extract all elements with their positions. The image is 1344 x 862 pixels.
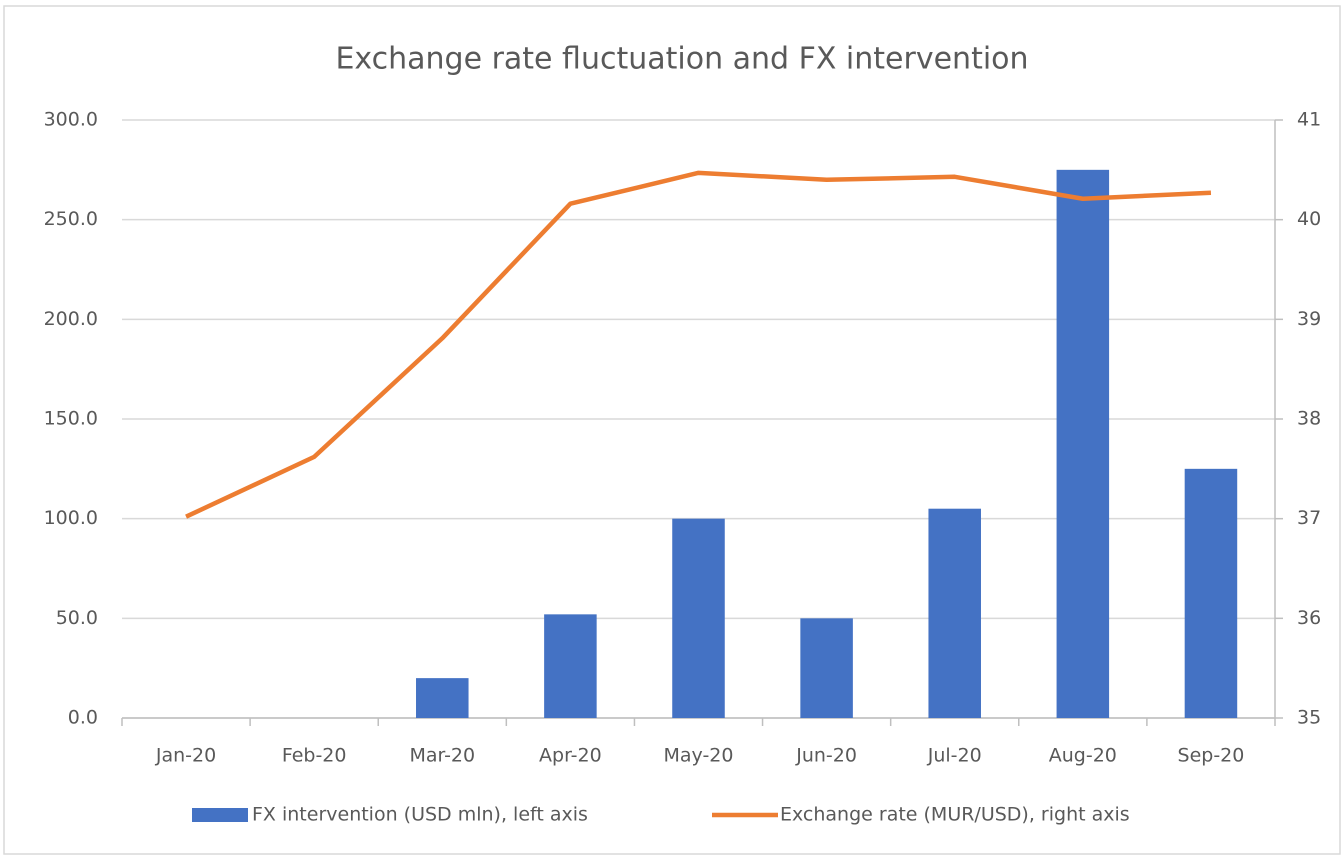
bar	[544, 614, 597, 718]
y2-tick-label: 35	[1297, 707, 1321, 729]
bar	[1184, 468, 1238, 718]
y-tick-label: 250.0	[44, 208, 98, 230]
x-tick-label: May-20	[664, 745, 734, 767]
y2-tick-label: 40	[1297, 208, 1321, 230]
x-tick-label: Sep-20	[1178, 745, 1245, 767]
legend-label: Exchange rate (MUR/USD), right axis	[780, 804, 1130, 826]
chart-border	[3, 5, 1341, 855]
y2-tick-label: 37	[1297, 507, 1321, 529]
bar	[928, 508, 981, 718]
y-tick-label: 50.0	[56, 607, 98, 629]
bar	[672, 518, 725, 718]
x-tick-label: Jan-20	[155, 745, 216, 767]
x-tick-label: Jun-20	[795, 745, 857, 767]
y-tick-label: 0.0	[68, 707, 98, 729]
x-tick-label: Mar-20	[409, 745, 475, 767]
y2-tick-label: 38	[1297, 408, 1321, 430]
y2-tick-label: 36	[1297, 607, 1321, 629]
y-tick-label: 300.0	[44, 109, 98, 131]
bar	[800, 618, 853, 718]
chart-title: Exchange rate fluctuation and FX interve…	[335, 42, 1028, 77]
legend-swatch	[192, 808, 248, 822]
y-tick-label: 200.0	[44, 308, 98, 330]
x-tick-label: Jul-20	[927, 745, 982, 767]
line	[185, 170, 1212, 519]
bar	[416, 678, 469, 718]
y2-tick-label: 39	[1297, 308, 1321, 330]
y2-tick-label: 41	[1297, 109, 1321, 131]
x-tick-label: Feb-20	[282, 745, 347, 767]
bar	[1056, 169, 1110, 719]
y-tick-label: 100.0	[44, 507, 98, 529]
y-tick-label: 150.0	[44, 408, 98, 430]
legend-label: FX intervention (USD mln), left axis	[252, 804, 588, 826]
x-tick-label: Apr-20	[539, 745, 602, 767]
x-tick-label: Aug-20	[1049, 745, 1117, 767]
